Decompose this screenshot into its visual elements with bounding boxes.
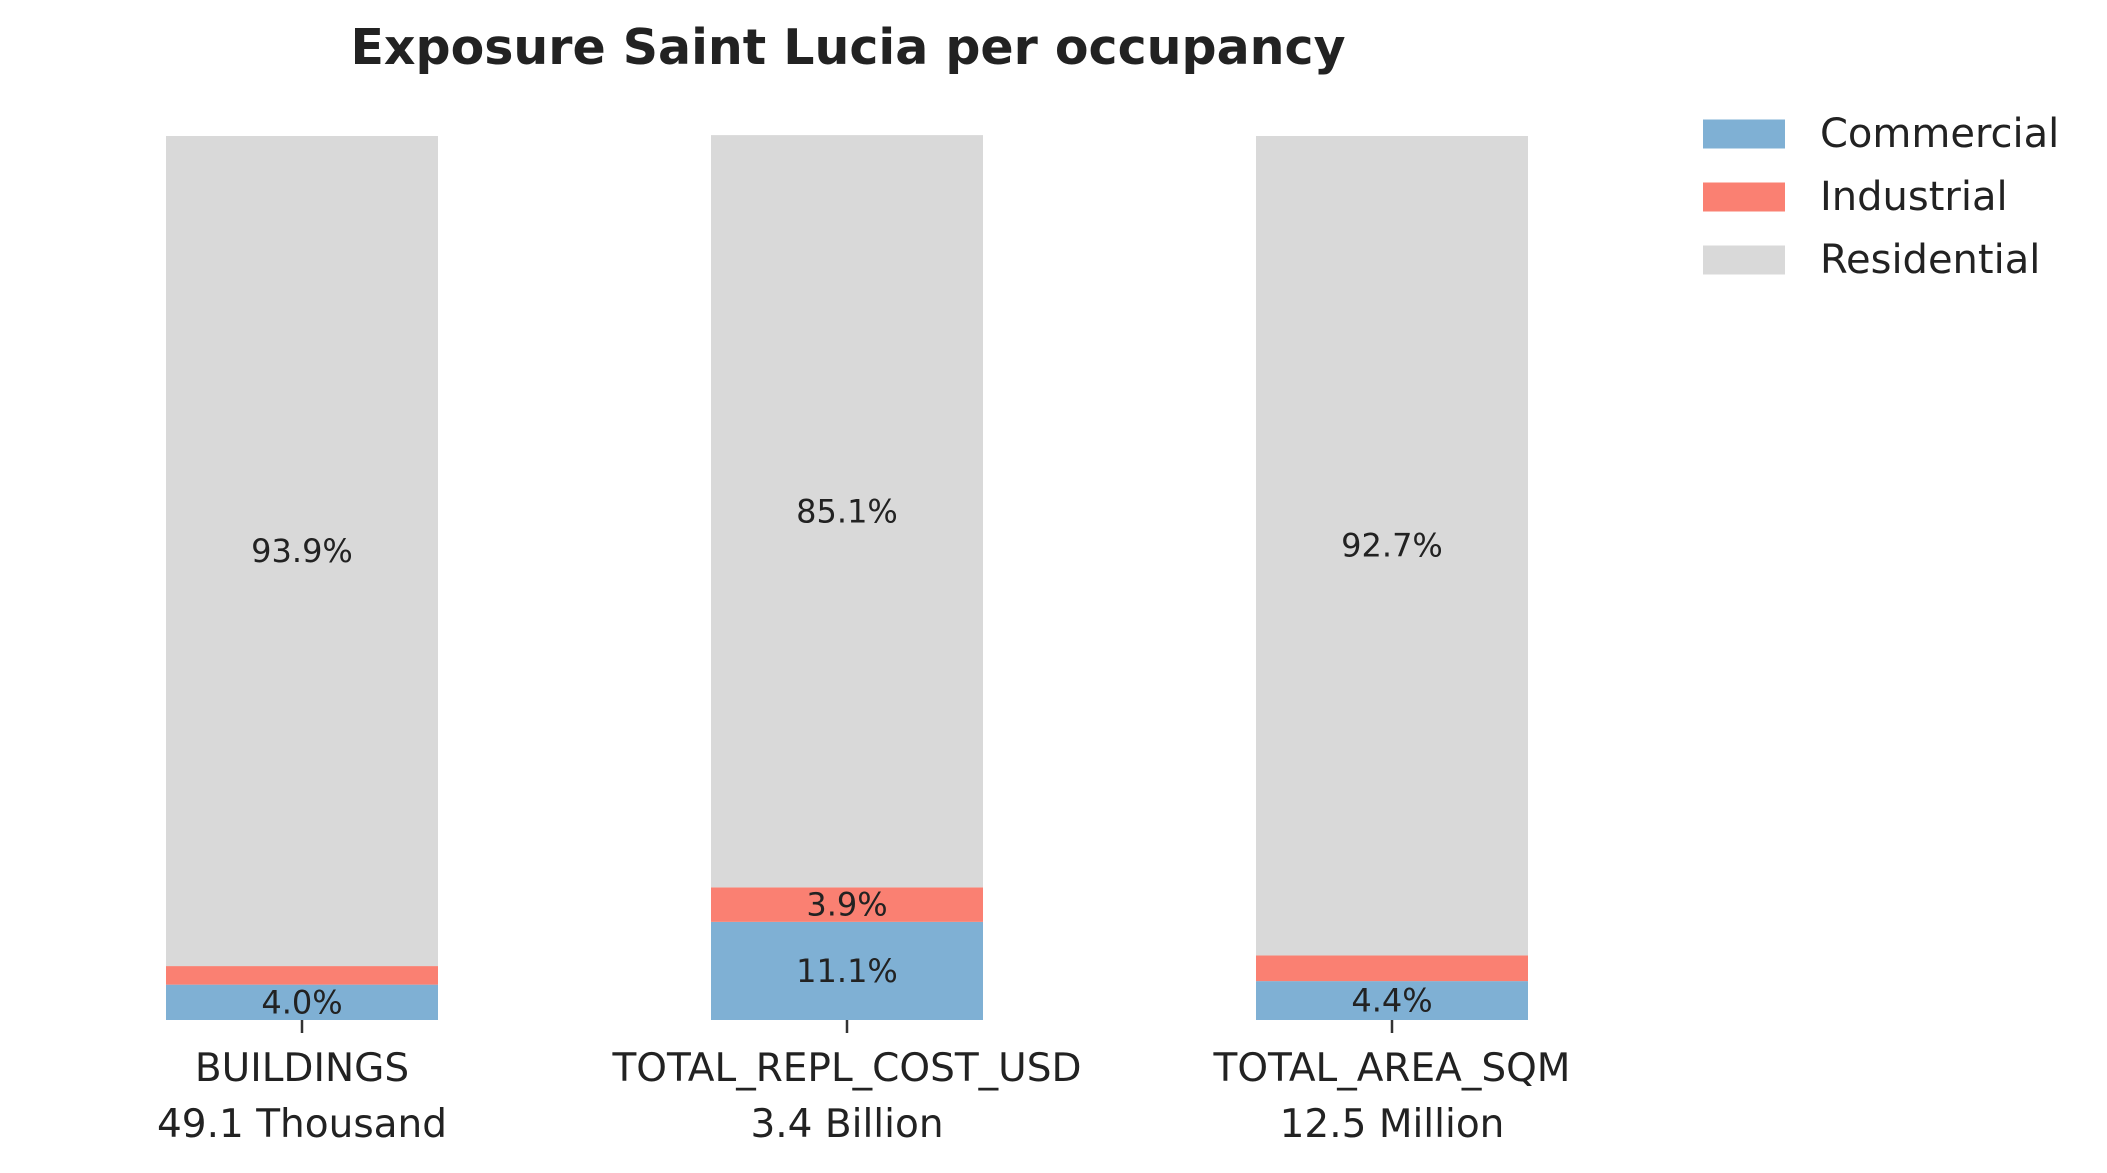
bar-segment-residential-buildings	[166, 136, 438, 967]
bar-segment-industrial-buildings	[166, 966, 438, 985]
segment-label-industrial-total_repl_cost_usd: 3.9%	[806, 886, 887, 924]
segment-label-residential-total_area_sqm: 92.7%	[1341, 527, 1443, 565]
x-tick-label: BUILDINGS	[195, 1046, 409, 1091]
x-tick-total-label: 12.5 Million	[1280, 1102, 1505, 1147]
bars-group	[166, 135, 1528, 1020]
legend-label-residential: Residential	[1820, 237, 2040, 283]
legend-swatch-commercial	[1703, 119, 1785, 149]
chart-title: Exposure Saint Lucia per occupancy	[350, 19, 1345, 76]
x-tick-label: TOTAL_REPL_COST_USD	[611, 1046, 1081, 1091]
segment-label-commercial-total_repl_cost_usd: 11.1%	[796, 952, 898, 990]
bar-segment-industrial-total_area_sqm	[1256, 955, 1528, 982]
legend-label-commercial: Commercial	[1820, 111, 2059, 157]
x-tick-label: TOTAL_AREA_SQM	[1213, 1046, 1571, 1091]
legend: Commercial Industrial Residential	[1703, 111, 2059, 283]
segment-label-residential-total_repl_cost_usd: 85.1%	[796, 492, 898, 530]
segment-label-commercial-total_area_sqm: 4.4%	[1351, 982, 1432, 1020]
bar-segment-commercial-total_area_sqm	[1256, 981, 1528, 1020]
bar-segment-industrial-total_repl_cost_usd	[711, 887, 983, 922]
legend-swatch-industrial	[1703, 182, 1785, 212]
segment-labels-group: 4.0% 93.9% 11.1% 3.9% 85.1% 4.4% 92.7%	[251, 492, 1443, 1021]
bar-segment-commercial-buildings	[166, 984, 438, 1020]
legend-swatch-residential	[1703, 245, 1785, 275]
x-axis-ticks-group: BUILDINGS 49.1 Thousand TOTAL_REPL_COST_US…	[157, 1020, 1570, 1147]
bar-segment-residential-total_repl_cost_usd	[711, 135, 983, 888]
bar-segment-commercial-total_repl_cost_usd	[711, 921, 983, 1020]
x-tick-total-label: 49.1 Thousand	[157, 1102, 447, 1147]
x-tick-total-label: 3.4 Billion	[750, 1102, 943, 1147]
bar-segment-residential-total_area_sqm	[1256, 136, 1528, 956]
segment-label-residential-buildings: 93.9%	[251, 532, 353, 570]
segment-label-commercial-buildings: 4.0%	[261, 983, 342, 1021]
legend-label-industrial: Industrial	[1820, 174, 2008, 220]
